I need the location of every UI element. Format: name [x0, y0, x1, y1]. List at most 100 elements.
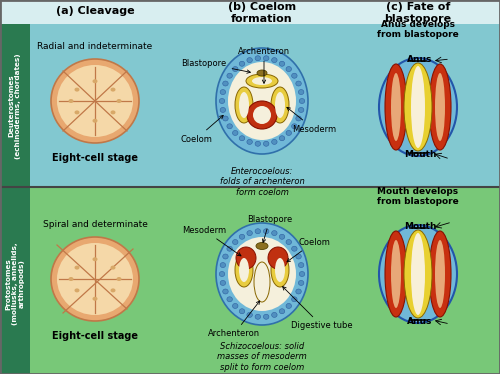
Ellipse shape [74, 266, 80, 270]
Ellipse shape [227, 297, 232, 302]
Text: Spiral and determinate: Spiral and determinate [42, 220, 148, 229]
Ellipse shape [232, 67, 238, 71]
Ellipse shape [268, 247, 288, 269]
Ellipse shape [264, 141, 269, 146]
Ellipse shape [296, 81, 302, 86]
Ellipse shape [272, 231, 277, 236]
Ellipse shape [235, 87, 253, 123]
Ellipse shape [298, 107, 304, 113]
Ellipse shape [239, 136, 244, 141]
Ellipse shape [298, 263, 304, 267]
Ellipse shape [246, 74, 278, 88]
Ellipse shape [68, 277, 73, 281]
Ellipse shape [57, 243, 133, 315]
Ellipse shape [222, 81, 228, 86]
Text: Protostomes
(mollusks, annelids,
arthropods): Protostomes (mollusks, annelids, arthrop… [5, 243, 25, 325]
Ellipse shape [275, 92, 285, 118]
Text: Eight-cell stage: Eight-cell stage [52, 153, 138, 163]
Ellipse shape [429, 231, 451, 317]
Ellipse shape [292, 124, 297, 129]
Text: Archenteron: Archenteron [238, 46, 290, 83]
Ellipse shape [110, 88, 116, 92]
Ellipse shape [296, 116, 302, 121]
Ellipse shape [411, 66, 425, 148]
Ellipse shape [247, 101, 277, 129]
Ellipse shape [257, 70, 267, 76]
Ellipse shape [239, 309, 244, 314]
Ellipse shape [279, 136, 285, 141]
Text: Eight-cell stage: Eight-cell stage [52, 331, 138, 341]
Ellipse shape [220, 89, 226, 95]
Ellipse shape [51, 237, 139, 321]
Ellipse shape [92, 257, 98, 261]
Ellipse shape [286, 303, 292, 309]
Ellipse shape [247, 231, 252, 236]
Ellipse shape [232, 131, 238, 135]
Ellipse shape [240, 61, 245, 66]
Ellipse shape [74, 88, 80, 92]
Ellipse shape [404, 63, 432, 151]
Ellipse shape [216, 48, 308, 154]
Ellipse shape [92, 297, 98, 301]
Text: Coelom: Coelom [287, 237, 330, 262]
Ellipse shape [239, 258, 249, 282]
Ellipse shape [298, 280, 304, 285]
Text: Mouth develops
from blastopore: Mouth develops from blastopore [377, 187, 459, 206]
Ellipse shape [110, 266, 116, 270]
Ellipse shape [391, 240, 401, 308]
Ellipse shape [253, 106, 271, 124]
Bar [0, 24, 30, 187]
Ellipse shape [255, 314, 260, 319]
Ellipse shape [279, 309, 285, 314]
Ellipse shape [404, 230, 432, 318]
Ellipse shape [235, 253, 253, 287]
Ellipse shape [240, 234, 245, 239]
Ellipse shape [219, 272, 225, 276]
Ellipse shape [92, 119, 98, 123]
Text: Anus: Anus [408, 317, 432, 326]
Ellipse shape [279, 234, 285, 239]
Ellipse shape [228, 237, 296, 311]
Ellipse shape [220, 107, 226, 113]
Ellipse shape [299, 272, 305, 276]
Ellipse shape [255, 229, 260, 234]
Bar [0, 0, 500, 24]
Bar [30, 187, 500, 374]
Ellipse shape [110, 110, 116, 114]
Ellipse shape [296, 254, 302, 259]
Ellipse shape [220, 263, 226, 267]
Ellipse shape [264, 314, 269, 319]
Ellipse shape [219, 98, 225, 104]
Ellipse shape [220, 280, 226, 285]
Ellipse shape [286, 239, 292, 245]
Ellipse shape [272, 140, 277, 144]
Ellipse shape [227, 246, 232, 251]
Ellipse shape [286, 67, 292, 71]
Ellipse shape [232, 303, 238, 309]
Ellipse shape [228, 62, 296, 140]
Ellipse shape [216, 223, 308, 325]
Ellipse shape [379, 58, 457, 156]
Ellipse shape [57, 65, 133, 137]
Ellipse shape [222, 254, 228, 259]
Text: Mesoderm: Mesoderm [287, 107, 336, 134]
Text: (b) Coelom
formation: (b) Coelom formation [228, 2, 296, 24]
Ellipse shape [271, 87, 289, 123]
Ellipse shape [292, 297, 297, 302]
Ellipse shape [68, 99, 73, 103]
Ellipse shape [385, 231, 407, 317]
Ellipse shape [227, 73, 232, 78]
Ellipse shape [391, 73, 401, 141]
Ellipse shape [279, 61, 285, 66]
Ellipse shape [286, 131, 292, 135]
Ellipse shape [272, 58, 277, 62]
Text: Blastopore: Blastopore [182, 58, 250, 73]
Text: Archenteron: Archenteron [208, 301, 260, 338]
Ellipse shape [264, 56, 269, 61]
Ellipse shape [411, 233, 425, 315]
Text: Blastopore: Blastopore [248, 215, 292, 242]
Ellipse shape [292, 246, 297, 251]
Ellipse shape [385, 64, 407, 150]
Ellipse shape [51, 59, 139, 143]
Ellipse shape [296, 289, 302, 294]
